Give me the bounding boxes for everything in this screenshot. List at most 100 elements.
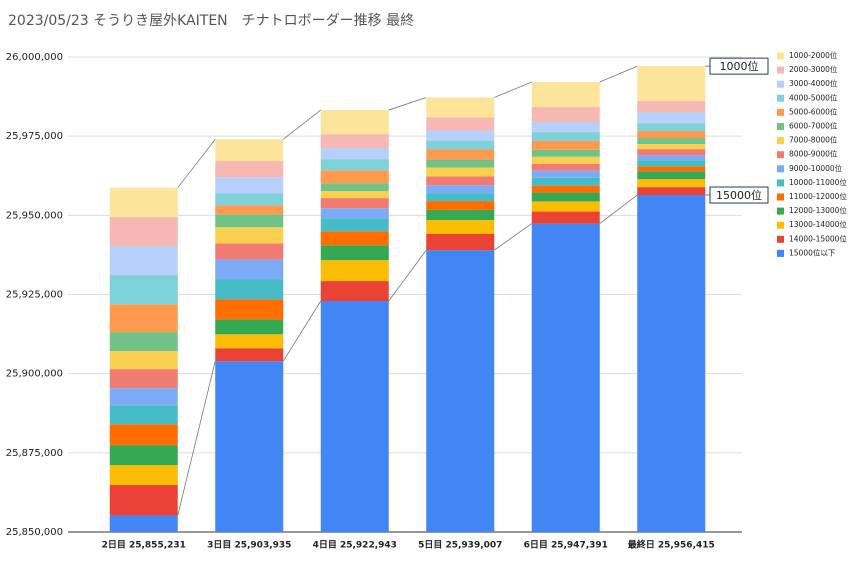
legend-swatch [777,151,784,159]
bar-segment [320,218,389,232]
bar-segment [637,100,706,113]
legend-label: 12000-13000位 [789,205,847,215]
legend-label: 1000-2000位 [789,50,838,60]
bar-segment [637,144,706,150]
legend-label: 9000-10000位 [789,163,843,173]
bar-segment [426,167,495,177]
legend-swatch [777,80,784,88]
bar-segment [531,132,600,141]
bar-segment [531,223,600,533]
legend-swatch [777,235,784,243]
legend-swatch [777,193,784,201]
bar-segment [215,161,284,178]
bar-segment [426,117,495,131]
bar-segment [320,231,389,246]
connector-line [599,194,638,224]
connector-line [599,65,638,83]
legend-label: 6000-7000位 [789,121,838,131]
bar-segment [637,171,706,180]
bar-segment [109,332,178,352]
bar-segment [320,134,389,149]
bar-segment [637,179,706,188]
legend-swatch [777,221,784,229]
bar-segment [531,177,600,186]
connector-line [494,223,532,251]
bar-segment [531,201,600,212]
bar-segment [426,209,495,221]
bar-segment [637,155,706,161]
legend-swatch [777,66,784,74]
bar-segment [637,160,706,167]
bar-segment [637,149,706,156]
bar-segment [637,123,706,132]
callout-label: 1000位 [720,59,759,73]
bar-segment [215,243,284,260]
bar-segment [531,185,600,193]
bar-segment [426,149,495,160]
bar-segment [109,465,178,486]
x-tick-label: 3日目 25,903,935 [207,540,291,551]
bar-segment [215,259,284,280]
bar-segment [109,369,178,389]
bar-segment [215,319,284,335]
legend-label: 13000-14000位 [789,219,847,229]
bar-segment [109,515,178,532]
bar-segment [109,388,178,406]
bar-segment [531,107,600,122]
chart-title: 2023/05/23 そうりき屋外KAITEN チナトロボーダー推移 最終 [8,13,414,29]
bar-segment [320,301,389,532]
bar-segment [531,170,600,178]
bar-segment [531,192,600,202]
x-tick-label: 最終日 25,956,415 [628,539,715,551]
bar-segment [215,214,284,228]
bar-segment [109,275,178,305]
legend-label: 10000-11000位 [789,177,847,187]
bar-segment [426,250,495,532]
legend-swatch [777,94,784,102]
y-tick-label: 25,975,000 [6,131,63,142]
legend-label: 8000-9000位 [789,149,838,159]
legend-swatch [777,249,784,257]
callout-box [709,57,769,75]
legend-swatch [777,108,784,116]
bar-segment [637,131,706,139]
y-tick-label: 26,000,000 [6,52,63,63]
legend-label: 5000-6000位 [789,106,838,116]
bar-segment [426,193,495,202]
connector-line [494,81,532,98]
y-tick-label: 25,950,000 [6,210,63,221]
bar-segment [531,211,600,224]
bar-segment [637,195,706,532]
bar-segment [320,198,389,209]
bar-segment [426,201,495,210]
x-tick-label: 4日目 25,922,943 [313,540,397,551]
legend-label: 4000-5000位 [789,92,838,102]
connector-line [283,109,321,140]
bar-segment [215,361,284,532]
legend-label: 2000-3000位 [789,64,838,74]
bar-segment [320,183,389,192]
y-tick-label: 25,850,000 [6,527,63,538]
y-tick-label: 25,925,000 [6,290,63,301]
y-tick-label: 25,900,000 [6,369,63,380]
bar-segment [426,220,495,234]
bar-segment [426,140,495,150]
bar-segment [320,191,389,199]
legend-swatch [777,165,784,173]
bar-segment [109,304,178,333]
bar-segment [531,149,600,157]
bar-segment [109,405,178,425]
bar-segment [320,245,389,261]
bar-segment [426,97,495,118]
bar-segment [109,351,178,370]
connector-line [282,300,322,362]
legend-label: 15000位以下 [789,247,836,257]
bar-segment [426,185,495,194]
bar-segment [320,260,389,282]
bar-segment [215,177,284,194]
callout-label: 15000位 [716,188,762,202]
bar-segment [426,130,495,141]
x-tick-label: 5日目 25,939,007 [418,540,502,551]
bar-segment [637,166,706,172]
